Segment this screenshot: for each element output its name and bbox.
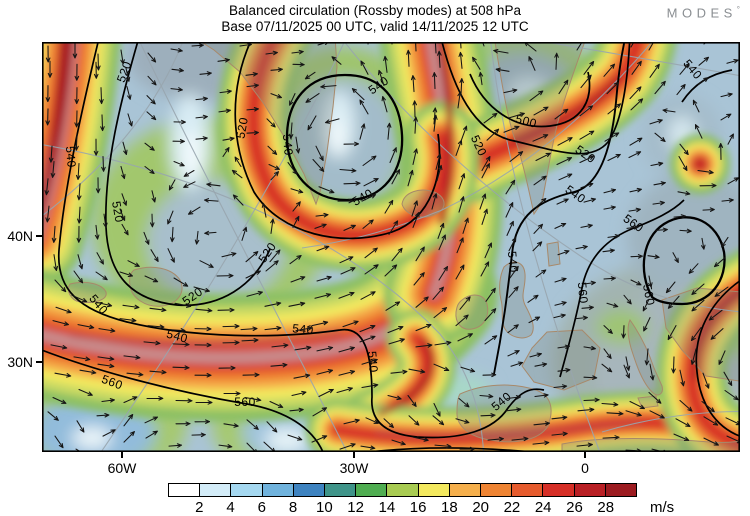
map-canvas: 520 540 520 520 540 540 540 520 500 520 520 540 560 5… bbox=[0, 0, 750, 482]
colorbar-value: 26 bbox=[566, 499, 583, 516]
map-frame bbox=[42, 42, 741, 452]
colorbar-value: 20 bbox=[472, 499, 489, 516]
colorbar-cell bbox=[387, 484, 419, 496]
colorbar-value: 4 bbox=[226, 499, 235, 516]
colorbar-cell bbox=[574, 484, 606, 496]
colorbar-cell bbox=[169, 484, 201, 496]
lat-tick-label: 40N bbox=[7, 228, 33, 244]
colorbar-cell bbox=[512, 484, 544, 496]
colorbar-cell bbox=[543, 484, 575, 496]
colorbar-value: 6 bbox=[257, 499, 266, 516]
wind-arrows bbox=[44, 27, 743, 458]
colorbar-value: 12 bbox=[347, 499, 364, 516]
colorbar-value: 18 bbox=[441, 499, 458, 516]
chart-subtitle: Base 07/11/2025 00 UTC, valid 14/11/2025… bbox=[221, 19, 529, 34]
logo-degree-mark: ° bbox=[736, 5, 740, 14]
contour-label: 520 bbox=[233, 116, 251, 140]
colorbar-cell bbox=[325, 484, 357, 496]
colorbar-value: 28 bbox=[597, 499, 615, 516]
lon-tick-label: 30W bbox=[339, 460, 369, 476]
lon-tick bbox=[353, 452, 355, 458]
lon-tick-label: 0 bbox=[581, 460, 589, 476]
modes-logo: MODES° bbox=[666, 5, 740, 21]
graticule bbox=[26, 29, 750, 459]
colorbar-cell bbox=[605, 484, 637, 496]
colorbar-value: 22 bbox=[503, 499, 521, 516]
contour-label: 500 bbox=[514, 112, 538, 131]
colorbar-cell bbox=[481, 484, 513, 496]
contour-label: 560 bbox=[100, 372, 125, 393]
colorbar-value: 8 bbox=[288, 499, 298, 516]
colorbar-unit: m/s bbox=[650, 499, 675, 516]
contour-label: 560 bbox=[640, 283, 658, 307]
colorbar-cell bbox=[449, 484, 482, 496]
lat-tick bbox=[36, 235, 42, 237]
colorbar-cell bbox=[231, 484, 263, 496]
colorbar-cell bbox=[418, 484, 450, 496]
contour-label: 540 bbox=[365, 351, 381, 374]
lon-tick bbox=[121, 452, 123, 458]
colorbar-cell bbox=[293, 484, 326, 496]
colorbar-value: 2 bbox=[195, 499, 204, 516]
chart-title-block: Balanced circulation (Rossby modes) at 5… bbox=[0, 3, 750, 35]
colorbar-cell bbox=[262, 484, 294, 496]
colorbar-value: 14 bbox=[378, 499, 396, 516]
contour-label: 560 bbox=[575, 282, 591, 305]
colorbar-value: 16 bbox=[409, 499, 427, 516]
lat-tick-label: 30N bbox=[7, 354, 33, 370]
chart-title: Balanced circulation (Rossby modes) at 5… bbox=[229, 3, 521, 18]
lon-tick bbox=[584, 452, 586, 458]
lon-tick-label: 60W bbox=[107, 460, 137, 476]
colorbar-value: 24 bbox=[534, 499, 552, 516]
colorbar-cell bbox=[200, 484, 232, 496]
contour-label: 540 bbox=[63, 146, 79, 169]
colorbar-cell bbox=[356, 484, 388, 496]
colorbar-value: 10 bbox=[315, 499, 333, 516]
contour-label: 540 bbox=[505, 251, 521, 274]
colorbar bbox=[168, 483, 637, 497]
lat-tick bbox=[36, 361, 42, 363]
contour-label: 540 bbox=[280, 134, 296, 157]
